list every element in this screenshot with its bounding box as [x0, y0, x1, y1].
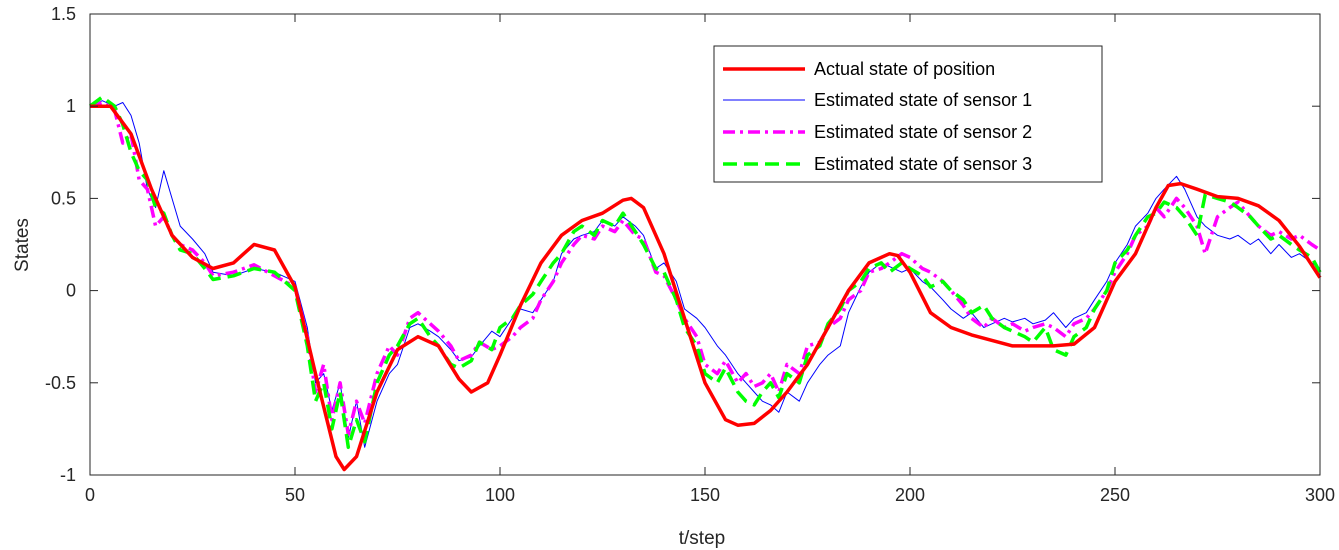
- x-axis-label: t/step: [679, 528, 725, 549]
- x-tick-label: 100: [485, 485, 515, 505]
- series-line-4: [88, 95, 1322, 450]
- legend-label-2: Estimated state of sensor 1: [814, 90, 1032, 110]
- x-tick-label: 0: [85, 485, 95, 505]
- series-line-1: [90, 104, 1322, 472]
- y-tick-label: 0.5: [51, 188, 76, 208]
- y-tick-label: -1: [60, 465, 76, 485]
- y-tick-label: 1.5: [51, 4, 76, 24]
- legend: Actual state of position Estimated state …: [713, 45, 1103, 183]
- x-tick-label: 250: [1100, 485, 1130, 505]
- legend-label-4: Estimated state of sensor 3: [814, 154, 1032, 174]
- ticks-group: 0 50 100 150 200 250 300 -1 -0.5 0 0.5 1 1.5: [45, 4, 1335, 505]
- y-tick-label: -0.5: [45, 373, 76, 393]
- x-tick-label: 150: [690, 485, 720, 505]
- legend-label-1: Actual state of position: [814, 59, 995, 79]
- y-tick-label: 1: [66, 96, 76, 116]
- x-tick-label: 200: [895, 485, 925, 505]
- x-tick-label: 300: [1305, 485, 1335, 505]
- series-group: [88, 95, 1322, 472]
- y-tick-label: 0: [66, 281, 76, 301]
- legend-label-3: Estimated state of sensor 2: [814, 122, 1032, 142]
- series-line-3: [89, 100, 1321, 437]
- x-tick-label: 50: [285, 485, 305, 505]
- y-axis-label: States: [12, 218, 33, 272]
- legend-items: Actual state of position Estimated state …: [723, 59, 1032, 174]
